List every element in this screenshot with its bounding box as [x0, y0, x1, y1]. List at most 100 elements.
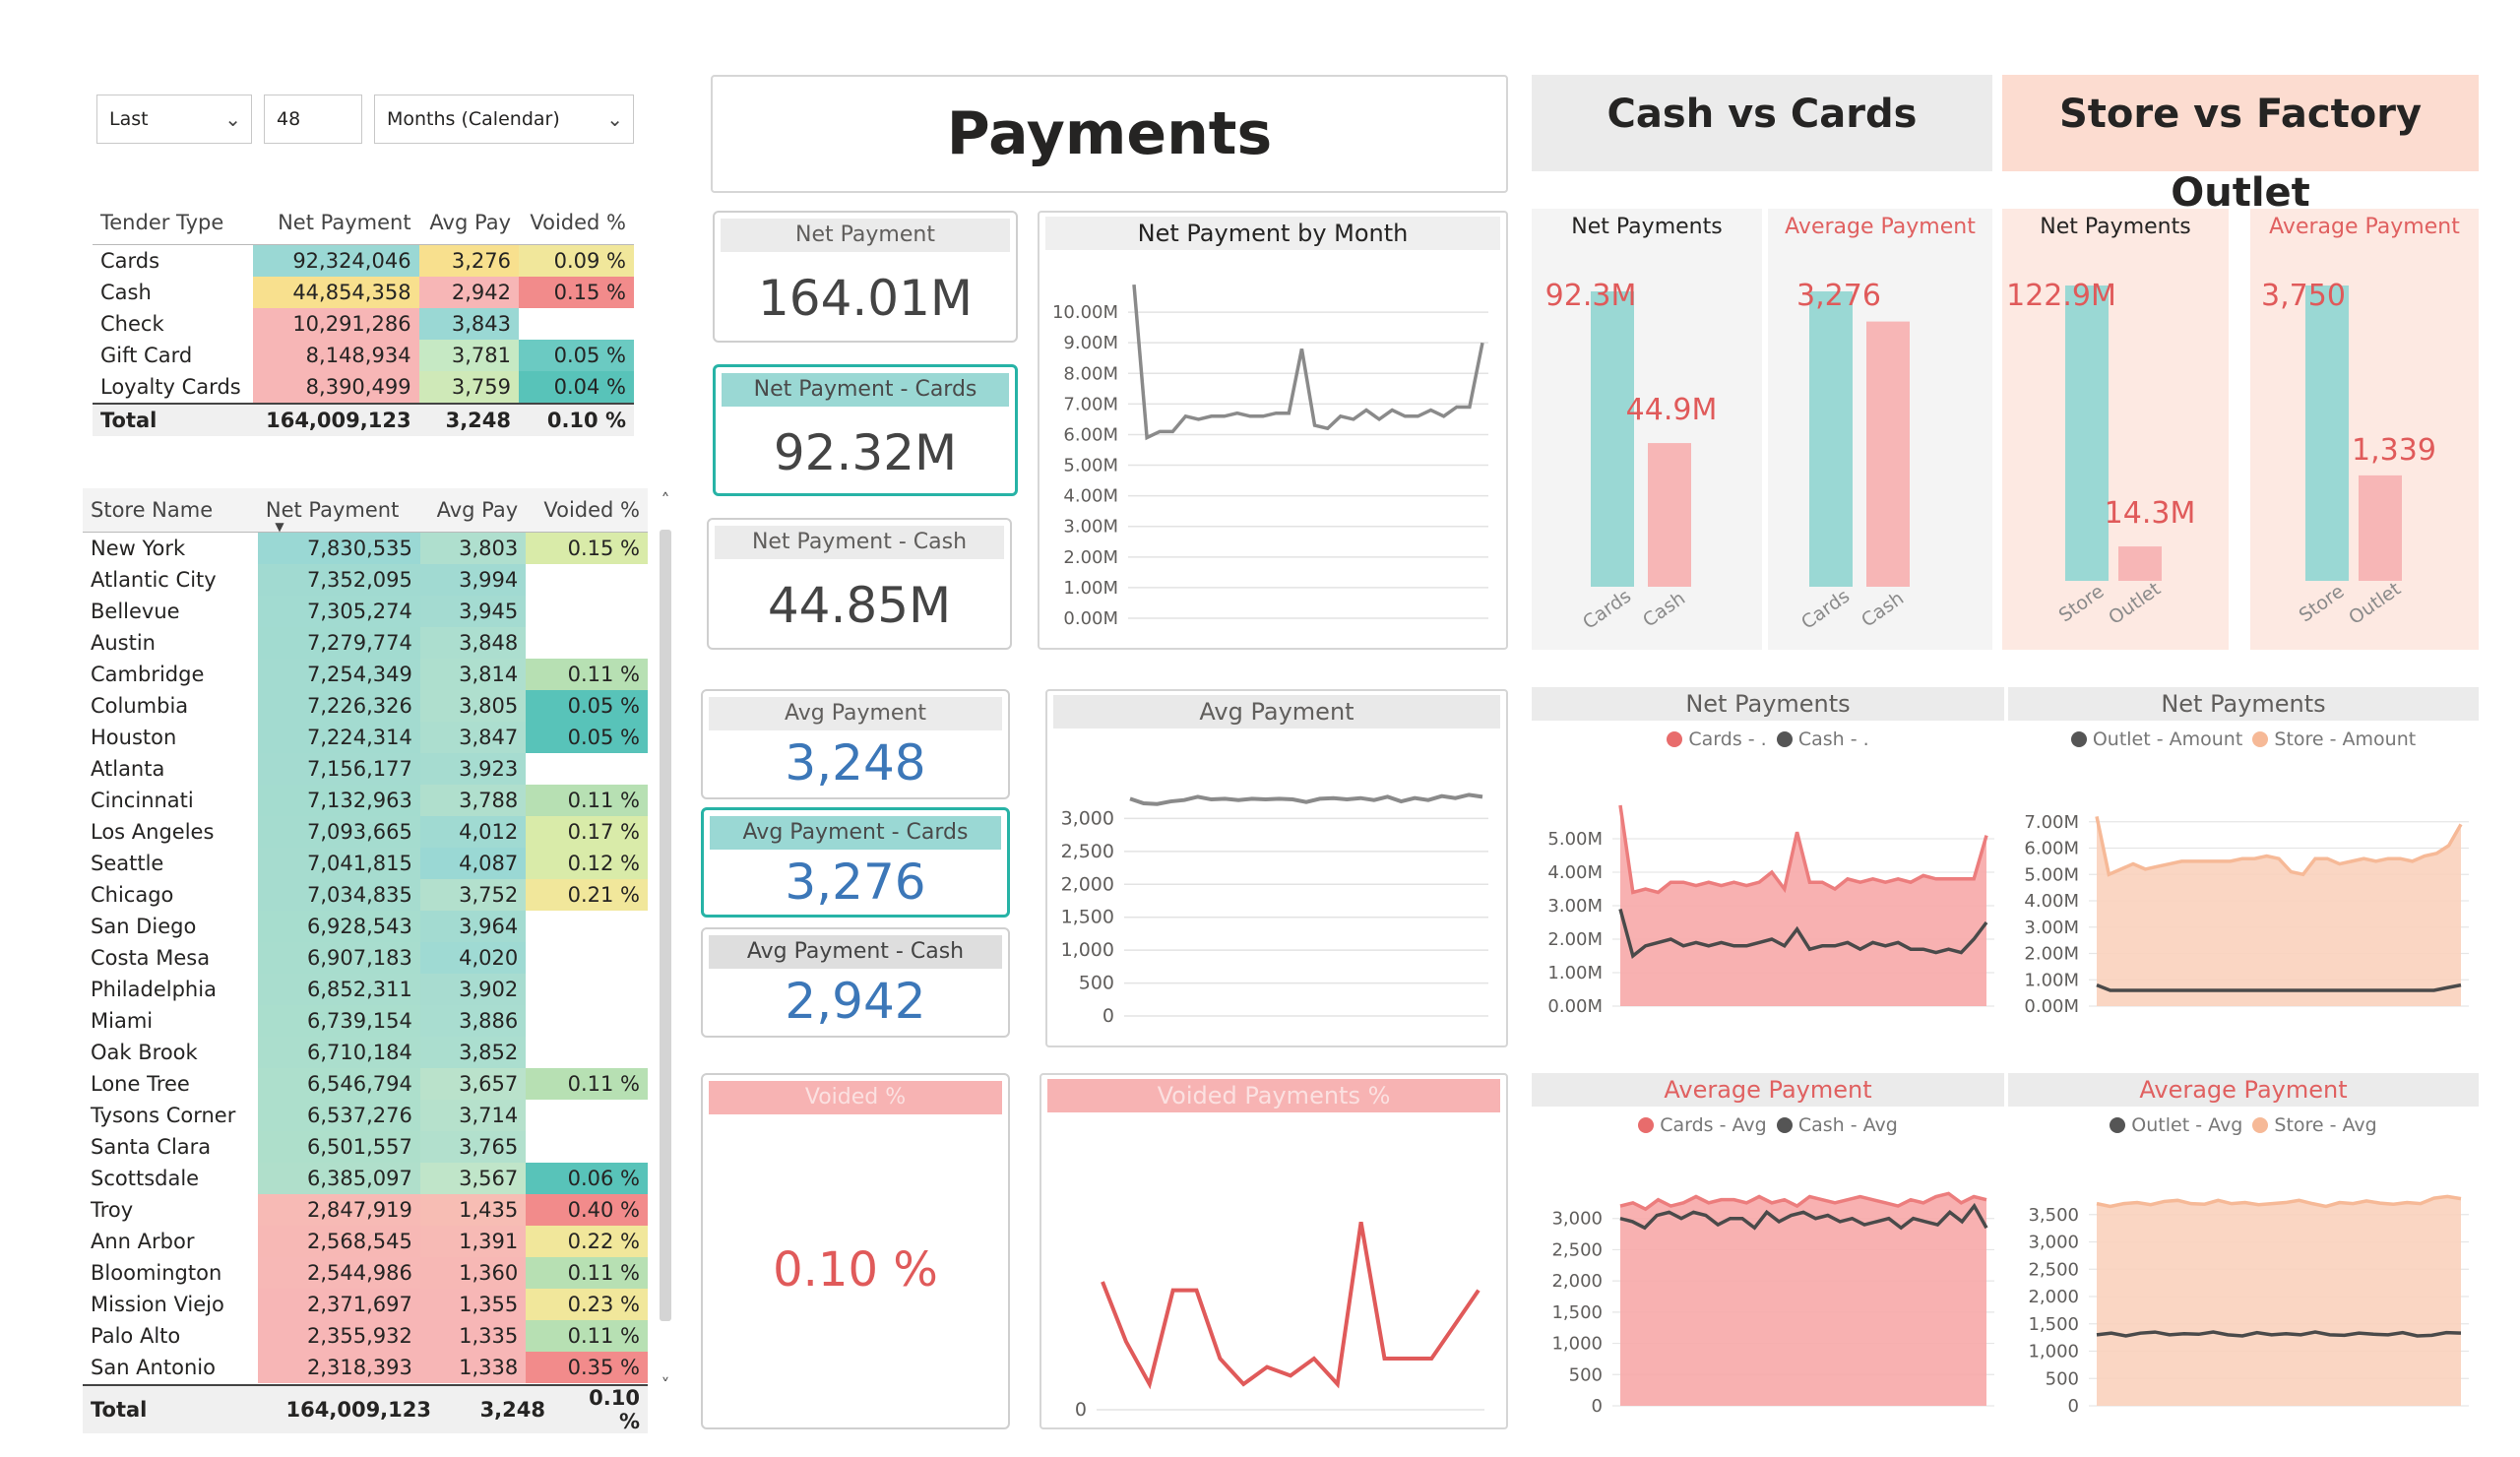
bar-svg[interactable]: 3,750 Store 1,339 Outlet — [2250, 252, 2479, 646]
area-chart-cash-cards-net[interactable]: Net Payments Cards - . Cash - . 0.00M 1.0… — [1532, 687, 2004, 1071]
table-row[interactable]: Seattle 7,041,815 4,087 0.12 % — [83, 848, 648, 879]
y-tick-label: 5.00M — [1063, 456, 1118, 476]
tender-cell-type: Gift Card — [100, 344, 193, 367]
total-label: Total — [83, 1384, 246, 1433]
legend-outlet[interactable]: Outlet - Amount — [2092, 728, 2243, 750]
card-avg-payment[interactable]: Avg Payment 3,248 — [701, 689, 1010, 799]
card-net-payment-cash[interactable]: Net Payment - Cash 44.85M — [707, 518, 1012, 650]
store-cell-voided: 0.23 % — [526, 1289, 648, 1320]
store-table-scrollbar[interactable]: ˄ ˅ — [654, 490, 677, 1396]
table-row[interactable]: Columbia 7,226,326 3,805 0.05 % — [83, 690, 648, 722]
area-svg[interactable]: 0 500 1,000 1,500 2,000 2,500 3,000 — [1532, 1148, 2004, 1433]
col-net-payment[interactable]: Net Payment — [253, 201, 419, 245]
y-tick-label: 2.00M — [1063, 547, 1118, 568]
bar-svg[interactable]: 122.9M Store 14.3M Outlet — [2002, 252, 2229, 646]
table-row[interactable]: Gift Card 8,148,934 3,781 0.05 % — [93, 340, 634, 371]
store-cell-avg: 4,087 — [419, 848, 527, 879]
header-store-vs-outlet: Store vs Factory Outlet — [2002, 75, 2479, 216]
table-row[interactable]: Atlantic City 7,352,095 3,994 — [83, 564, 648, 596]
bar-svg[interactable]: 3,276 Cards Cash — [1768, 252, 1992, 646]
period-dropdown[interactable]: Last ⌄ — [96, 95, 252, 144]
count-input[interactable]: 48 — [264, 95, 362, 144]
card-net-payment-cards[interactable]: Net Payment - Cards 92.32M — [713, 364, 1018, 496]
store-cell-avg: 3,805 — [419, 690, 527, 722]
scroll-down-icon[interactable]: ˅ — [661, 1375, 670, 1396]
col-store-net-payment[interactable]: Net Payment ▼ — [257, 488, 420, 534]
card-voided[interactable]: Voided % 0.10 % — [701, 1073, 1010, 1429]
col-store-voided[interactable]: Voided % — [526, 488, 648, 533]
unit-dropdown[interactable]: Months (Calendar) ⌄ — [374, 95, 634, 144]
table-row[interactable]: New York 7,830,535 3,803 0.15 % — [83, 532, 648, 564]
net-payment-line-chart[interactable]: 0.00M 1.00M 2.00M 3.00M 4.00M 5.00M 6.00M 7.00M… — [1040, 254, 1506, 648]
tender-cell-voided: 0.09 % — [519, 244, 634, 277]
area-svg[interactable]: 0 500 1,000 1,500 2,000 2,500 3,000 3,500 — [2008, 1148, 2479, 1433]
store-cell-avg: 1,335 — [419, 1320, 527, 1352]
table-row[interactable]: San Diego 6,928,543 3,964 — [83, 911, 648, 942]
table-row[interactable]: Costa Mesa 6,907,183 4,020 — [83, 942, 648, 974]
card-net-payment[interactable]: Net Payment 164.01M — [713, 211, 1018, 343]
table-row[interactable]: Mission Viejo 2,371,697 1,355 0.23 % — [83, 1289, 648, 1320]
bar-chart-cash-cards-avg[interactable]: Average Payment 3,276 Cards Cash — [1768, 209, 1992, 650]
table-row[interactable]: Philadelphia 6,852,311 3,902 — [83, 974, 648, 1005]
table-row[interactable]: Ann Arbor 2,568,545 1,391 0.22 % — [83, 1226, 648, 1257]
chevron-down-icon[interactable]: ⌄ — [224, 107, 241, 131]
card-avg-payment-cards[interactable]: Avg Payment - Cards 3,276 — [701, 807, 1010, 918]
bar-chart-store-outlet-avg[interactable]: Average Payment 3,750 Store 1,339 Outlet — [2250, 209, 2479, 650]
card-avg-payment-cash[interactable]: Avg Payment - Cash 2,942 — [701, 927, 1010, 1038]
legend-cards[interactable]: Cards - . — [1688, 728, 1767, 750]
avg-payment-line-chart[interactable]: 0 500 1,000 1,500 2,000 2,500 3,000 — [1047, 730, 1506, 1045]
table-row[interactable]: San Antonio 2,318,393 1,338 0.35 % — [83, 1352, 648, 1383]
col-tender-type[interactable]: Tender Type — [93, 201, 254, 245]
legend-store-avg[interactable]: Store - Avg — [2274, 1114, 2377, 1136]
table-row[interactable]: Miami 6,739,154 3,886 — [83, 1005, 648, 1037]
area-svg[interactable]: 0.00M 1.00M 2.00M 3.00M 4.00M 5.00M 6.00M 7.00M — [2008, 766, 2479, 1071]
area-chart-store-outlet-net[interactable]: Net Payments Outlet - Amount Store - Amo… — [2008, 687, 2479, 1071]
table-row[interactable]: Austin 7,279,774 3,848 — [83, 627, 648, 659]
legend-cash-avg[interactable]: Cash - Avg — [1797, 1114, 1898, 1136]
scroll-up-icon[interactable]: ˄ — [661, 490, 670, 511]
table-row[interactable]: Santa Clara 6,501,557 3,765 — [83, 1131, 648, 1163]
store-cell-voided: 0.35 % — [526, 1352, 648, 1383]
legend-cash[interactable]: Cash - . — [1797, 728, 1869, 750]
voided-line-chart[interactable]: 0 — [1041, 1114, 1506, 1429]
chart-net-payment-by-month[interactable]: Net Payment by Month 0.00M 1.00M 2.00M 3.00… — [1038, 211, 1508, 650]
col-avg-pay[interactable]: Avg Pay — [418, 201, 520, 245]
table-row[interactable]: Cambridge 7,254,349 3,814 0.11 % — [83, 659, 648, 690]
scroll-thumb[interactable] — [660, 530, 671, 1321]
bar-svg[interactable]: 92.3M Cards 44.9M Cash — [1532, 252, 1762, 646]
bar-chart-cash-cards-net[interactable]: Net Payments 92.3M Cards 44.9M Cash — [1532, 209, 1762, 650]
table-row[interactable]: Loyalty Cards 8,390,499 3,759 0.04 % — [93, 371, 634, 404]
col-store-avg-pay[interactable]: Avg Pay — [419, 488, 527, 533]
legend-cards-avg[interactable]: Cards - Avg — [1660, 1114, 1767, 1136]
bar-chart-store-outlet-net[interactable]: Net Payments 122.9M Store 14.3M Outlet — [2002, 209, 2229, 650]
table-row[interactable]: Houston 7,224,314 3,847 0.05 % — [83, 722, 648, 753]
table-row[interactable]: Tysons Corner 6,537,276 3,714 — [83, 1100, 648, 1131]
chart-avg-payment[interactable]: Avg Payment 0 500 1,000 1,500 2,000 2,500 3,00… — [1045, 689, 1508, 1047]
col-store-name[interactable]: Store Name — [83, 488, 258, 533]
table-row[interactable]: Troy 2,847,919 1,435 0.40 % — [83, 1194, 648, 1226]
table-row[interactable]: Scottsdale 6,385,097 3,567 0.06 % — [83, 1163, 648, 1194]
chart-voided-payments[interactable]: Voided Payments % 0 — [1040, 1073, 1508, 1429]
table-row[interactable]: Check 10,291,286 3,843 — [93, 308, 634, 340]
table-row[interactable]: Lone Tree 6,546,794 3,657 0.11 % — [83, 1068, 648, 1100]
legend-outlet-avg[interactable]: Outlet - Avg — [2131, 1114, 2243, 1136]
table-row[interactable]: Oak Brook 6,710,184 3,852 — [83, 1037, 648, 1068]
table-row[interactable]: Cards 92,324,046 3,276 0.09 % — [93, 244, 634, 277]
table-row[interactable]: Los Angeles 7,093,665 4,012 0.17 % — [83, 816, 648, 848]
store-cell-voided — [526, 942, 648, 974]
table-row[interactable]: Atlanta 7,156,177 3,923 — [83, 753, 648, 785]
area-svg[interactable]: 0.00M 1.00M 2.00M 3.00M 4.00M 5.00M — [1532, 766, 2004, 1071]
area-chart-store-outlet-avg[interactable]: Average Payment Outlet - Avg Store - Avg… — [2008, 1073, 2479, 1433]
table-row[interactable]: Bloomington 2,544,986 1,360 0.11 % — [83, 1257, 648, 1289]
table-row[interactable]: Cincinnati 7,132,963 3,788 0.11 % — [83, 785, 648, 816]
table-row[interactable]: Chicago 7,034,835 3,752 0.21 % — [83, 879, 648, 911]
total-net: 164,009,123 — [246, 1384, 439, 1433]
col-voided[interactable]: Voided % — [519, 201, 634, 245]
table-row[interactable]: Cash 44,854,358 2,942 0.15 % — [93, 277, 634, 308]
legend-store[interactable]: Store - Amount — [2274, 728, 2417, 750]
table-row[interactable]: Bellevue 7,305,274 3,945 — [83, 596, 648, 627]
area-chart-cash-cards-avg[interactable]: Average Payment Cards - Avg Cash - Avg 0… — [1532, 1073, 2004, 1433]
table-row[interactable]: Palo Alto 2,355,932 1,335 0.11 % — [83, 1320, 648, 1352]
store-cell-avg: 3,765 — [419, 1131, 527, 1163]
chevron-down-icon[interactable]: ⌄ — [606, 107, 623, 131]
